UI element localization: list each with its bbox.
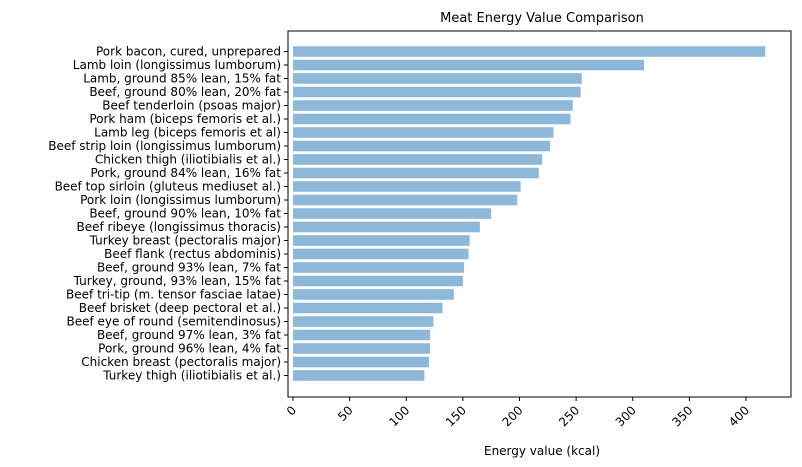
y-tick-label: Pork ham (biceps femoris et al.) bbox=[89, 112, 281, 126]
bar bbox=[293, 167, 539, 179]
bars-group bbox=[293, 46, 766, 381]
y-tick-label: Pork bacon, cured, unprepared bbox=[96, 45, 281, 59]
bar bbox=[293, 235, 470, 246]
x-tick-label: 350 bbox=[669, 403, 695, 429]
y-tick-label: Beef tri-tip (m. tensor fasciae latae) bbox=[66, 288, 281, 302]
y-tick-label: Pork loin (longissimus lumborum) bbox=[80, 193, 281, 207]
y-tick-label: Pork, ground 84% lean, 16% fat bbox=[91, 166, 282, 180]
y-tick-label: Pork, ground 96% lean, 4% fat bbox=[98, 342, 281, 356]
y-tick-label: Chicken breast (pectoralis major) bbox=[81, 355, 281, 369]
bar bbox=[293, 275, 463, 287]
bar bbox=[293, 181, 521, 192]
y-tick-label: Beef brisket (deep pectoral et al.) bbox=[79, 301, 281, 315]
y-tick-label: Beef strip loin (longissimus lumborum) bbox=[48, 139, 281, 153]
bar bbox=[293, 221, 480, 233]
y-tick-label: Beef, ground 80% lean, 20% fat bbox=[89, 85, 281, 99]
y-tick-label: Beef top sirloin (gluteus mediuset al.) bbox=[55, 180, 281, 194]
y-tick-label: Beef, ground 97% lean, 3% fat bbox=[97, 328, 281, 342]
x-tick-label: 200 bbox=[500, 403, 526, 429]
bar bbox=[293, 86, 581, 98]
bar bbox=[293, 59, 645, 71]
y-tick-label: Beef tenderloin (psoas major) bbox=[102, 99, 281, 113]
x-tick-label: 50 bbox=[335, 403, 356, 424]
bar bbox=[293, 343, 431, 354]
bar bbox=[293, 73, 582, 84]
x-axis-ticks: 0 50 100 150 200 250 300 350 400 bbox=[284, 397, 752, 429]
y-tick-label: Lamb, ground 85% lean, 15% fat bbox=[83, 72, 281, 86]
bar bbox=[293, 194, 518, 206]
y-tick-label: Turkey thigh (iliotibialis et al.) bbox=[102, 369, 281, 383]
y-tick-label: Lamb leg (biceps femoris et al) bbox=[94, 126, 281, 140]
bar bbox=[293, 316, 434, 327]
y-tick-label: Beef ribeye (longissimus thoracis) bbox=[76, 220, 281, 234]
bar bbox=[293, 356, 429, 368]
bar bbox=[293, 302, 443, 314]
x-tick-label: 150 bbox=[443, 403, 469, 429]
x-axis-label: Energy value (kcal) bbox=[484, 444, 600, 458]
bar bbox=[293, 208, 492, 219]
y-tick-label: Turkey breast (pectoralis major) bbox=[89, 234, 281, 248]
bar bbox=[293, 113, 571, 125]
chart-title: Meat Energy Value Comparison bbox=[440, 11, 644, 26]
y-tick-label: Beef eye of round (semitendinosus) bbox=[67, 315, 281, 329]
x-tick-label: 400 bbox=[726, 403, 752, 429]
bar bbox=[293, 329, 431, 341]
bar bbox=[293, 140, 551, 152]
bar bbox=[293, 289, 454, 300]
bar bbox=[293, 100, 573, 111]
y-tick-label: Chicken thigh (iliotibialis et al.) bbox=[95, 153, 281, 167]
x-tick-label: 300 bbox=[613, 403, 639, 429]
bar bbox=[293, 262, 465, 273]
bar bbox=[293, 248, 469, 260]
bar bbox=[293, 370, 425, 381]
bar bbox=[293, 127, 554, 138]
y-tick-label: Turkey, ground, 93% lean, 15% fat bbox=[73, 274, 282, 288]
y-tick-label: Lamb loin (longissimus lumborum) bbox=[73, 58, 281, 72]
y-tick-label: Beef, ground 90% lean, 10% fat bbox=[89, 207, 281, 221]
x-tick-label: 0 bbox=[284, 403, 299, 418]
y-tick-label: Beef, ground 93% lean, 7% fat bbox=[97, 261, 281, 275]
plot-frame bbox=[287, 30, 792, 398]
bar bbox=[293, 154, 543, 165]
x-tick-label: 100 bbox=[386, 403, 412, 429]
x-tick-label: 250 bbox=[556, 403, 582, 429]
bar bbox=[293, 46, 766, 57]
y-tick-label: Beef flank (rectus abdominis) bbox=[104, 247, 281, 261]
